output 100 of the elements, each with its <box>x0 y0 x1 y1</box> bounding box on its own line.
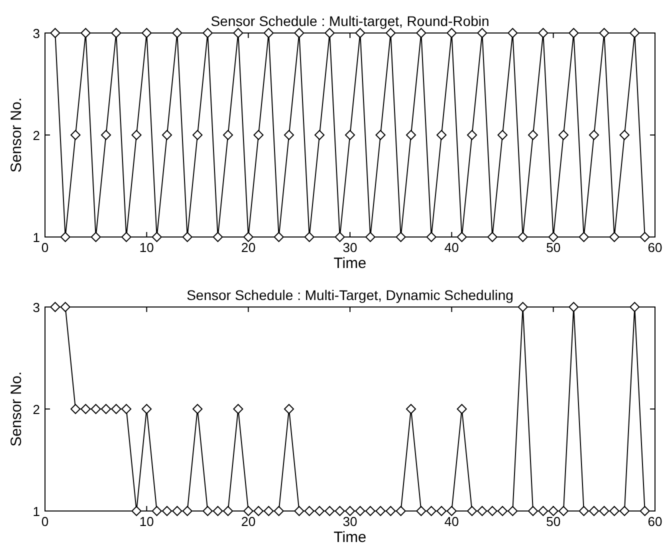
point <box>80 404 91 414</box>
point <box>436 506 446 516</box>
point <box>406 404 416 414</box>
point <box>121 404 132 414</box>
point <box>620 506 630 516</box>
x-tick-label: 50 <box>546 240 561 255</box>
y-tick-label: 2 <box>32 128 40 143</box>
point <box>376 130 386 140</box>
y-axis-title: Sensor No. <box>8 97 25 173</box>
point <box>396 232 406 242</box>
x-axis-title: Time <box>334 255 366 272</box>
point <box>508 506 518 516</box>
point <box>609 506 620 516</box>
x-tick-label: 0 <box>41 514 49 529</box>
point <box>640 506 650 516</box>
point <box>365 506 376 516</box>
point <box>314 506 324 516</box>
point <box>386 506 396 516</box>
point <box>538 28 548 38</box>
point <box>508 28 518 38</box>
point <box>640 232 650 242</box>
point <box>345 130 355 140</box>
point <box>132 130 142 140</box>
point <box>538 506 548 516</box>
point <box>334 232 345 242</box>
point <box>487 506 498 516</box>
point <box>446 28 457 38</box>
point <box>630 28 640 38</box>
x-tick-label: 10 <box>139 514 154 529</box>
point <box>528 130 538 140</box>
point <box>162 506 172 516</box>
y-tick-label: 1 <box>32 504 40 519</box>
point <box>60 232 70 242</box>
point <box>609 232 620 242</box>
point <box>60 302 70 312</box>
point <box>233 404 244 414</box>
point <box>548 506 558 516</box>
point <box>334 506 345 516</box>
point <box>142 404 152 414</box>
point <box>101 130 111 140</box>
point <box>294 28 304 38</box>
point <box>324 506 335 516</box>
x-tick-label: 0 <box>41 240 49 255</box>
point <box>396 506 406 516</box>
x-tick-label: 50 <box>546 514 561 529</box>
point <box>233 28 244 38</box>
point <box>152 232 162 242</box>
point <box>386 28 396 38</box>
point <box>90 404 101 414</box>
point <box>121 232 132 242</box>
point <box>518 302 528 312</box>
point <box>284 130 294 140</box>
point <box>599 28 610 38</box>
x-tick-label: 20 <box>241 240 256 255</box>
point <box>630 302 640 312</box>
point <box>568 28 579 38</box>
point <box>212 506 223 516</box>
point <box>578 232 589 242</box>
point <box>254 130 264 140</box>
point <box>487 232 498 242</box>
point <box>498 130 508 140</box>
point <box>518 232 528 242</box>
x-tick-label: 20 <box>241 514 256 529</box>
x-tick-label: 40 <box>444 240 459 255</box>
point <box>528 506 538 516</box>
point <box>314 130 324 140</box>
point <box>70 130 80 140</box>
point <box>426 232 436 242</box>
y-tick-label: 3 <box>32 26 40 41</box>
x-tick-label: 40 <box>444 514 459 529</box>
point <box>284 404 294 414</box>
point <box>182 232 192 242</box>
point <box>132 506 142 516</box>
point <box>467 506 477 516</box>
point <box>243 506 254 516</box>
point <box>446 506 457 516</box>
point <box>70 404 80 414</box>
point <box>355 506 366 516</box>
x-tick-label: 30 <box>342 514 358 529</box>
point <box>558 506 568 516</box>
point <box>548 232 558 242</box>
point <box>202 28 213 38</box>
x-tick-label: 30 <box>342 240 358 255</box>
point <box>90 232 101 242</box>
point <box>182 506 192 516</box>
point <box>192 404 202 414</box>
point <box>620 130 630 140</box>
point <box>436 130 446 140</box>
point <box>274 232 284 242</box>
point <box>426 506 436 516</box>
point <box>50 28 60 38</box>
point <box>498 506 508 516</box>
point <box>568 302 579 312</box>
point <box>365 232 376 242</box>
point <box>589 130 599 140</box>
point <box>376 506 386 516</box>
point <box>294 506 304 516</box>
x-tick-label: 10 <box>139 240 154 255</box>
point <box>274 506 284 516</box>
point <box>192 130 202 140</box>
